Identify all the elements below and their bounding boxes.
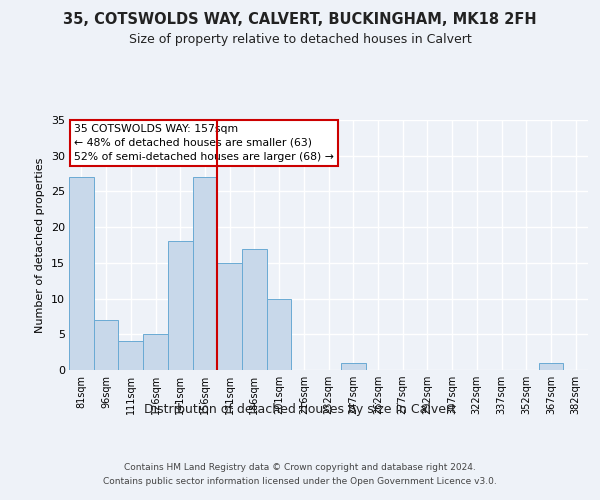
Bar <box>94 320 118 370</box>
Bar <box>193 177 217 370</box>
Bar <box>118 342 143 370</box>
Text: Size of property relative to detached houses in Calvert: Size of property relative to detached ho… <box>128 32 472 46</box>
Text: Distribution of detached houses by size in Calvert: Distribution of detached houses by size … <box>144 402 456 415</box>
Y-axis label: Number of detached properties: Number of detached properties <box>35 158 45 332</box>
Text: Contains HM Land Registry data © Crown copyright and database right 2024.: Contains HM Land Registry data © Crown c… <box>124 462 476 471</box>
Bar <box>539 363 563 370</box>
Bar <box>217 263 242 370</box>
Text: Contains public sector information licensed under the Open Government Licence v3: Contains public sector information licen… <box>103 478 497 486</box>
Bar <box>242 248 267 370</box>
Bar <box>69 177 94 370</box>
Bar <box>143 334 168 370</box>
Bar <box>168 242 193 370</box>
Bar <box>341 363 365 370</box>
Text: 35, COTSWOLDS WAY, CALVERT, BUCKINGHAM, MK18 2FH: 35, COTSWOLDS WAY, CALVERT, BUCKINGHAM, … <box>63 12 537 28</box>
Text: 35 COTSWOLDS WAY: 157sqm
← 48% of detached houses are smaller (63)
52% of semi-d: 35 COTSWOLDS WAY: 157sqm ← 48% of detach… <box>74 124 334 162</box>
Bar <box>267 298 292 370</box>
